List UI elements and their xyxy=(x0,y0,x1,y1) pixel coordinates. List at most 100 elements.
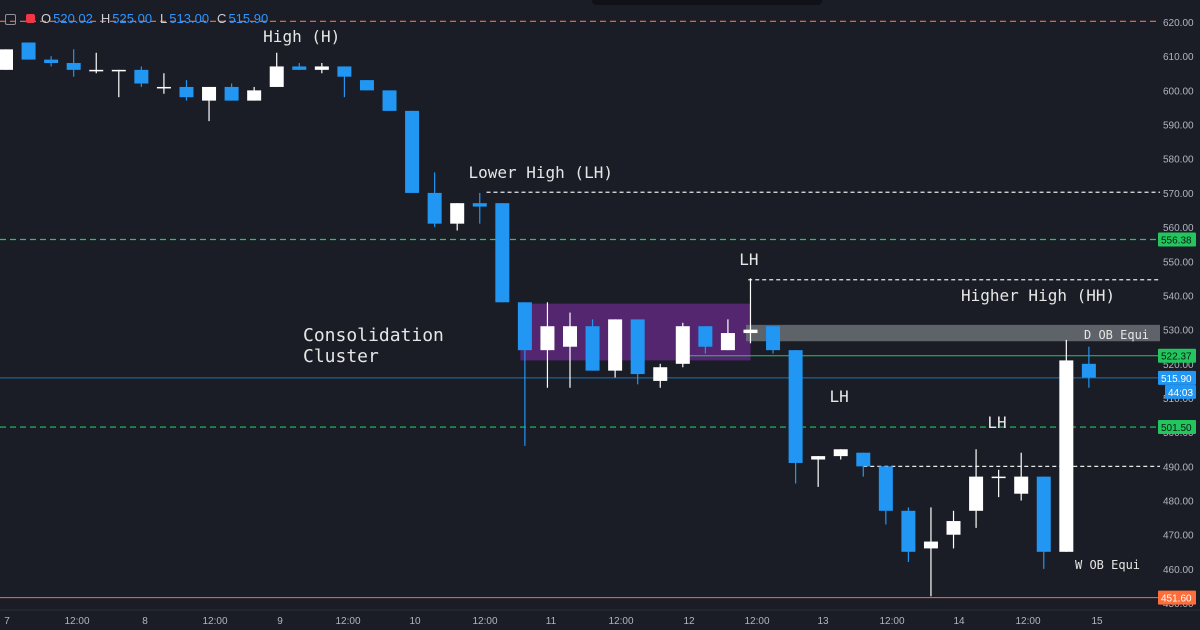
price-tick: 600.00 xyxy=(1163,86,1194,97)
candle-body[interactable] xyxy=(788,350,803,463)
candle-body[interactable] xyxy=(969,476,984,511)
candle-body[interactable] xyxy=(1036,476,1051,552)
candle-body[interactable] xyxy=(156,86,171,89)
time-tick: 12:00 xyxy=(472,616,497,627)
price-tick: 530.00 xyxy=(1163,326,1194,337)
candle-body[interactable] xyxy=(630,319,645,375)
candle-body[interactable] xyxy=(878,466,893,511)
candle-body[interactable] xyxy=(359,80,374,91)
candle-body[interactable] xyxy=(89,69,104,72)
price-tag-label: 515.90 xyxy=(1161,374,1192,385)
candle-body[interactable] xyxy=(856,452,871,467)
order-block-zone xyxy=(745,324,1160,342)
time-tick: 14 xyxy=(953,616,965,627)
time-tick: 15 xyxy=(1091,616,1103,627)
candle-body[interactable] xyxy=(1059,360,1074,552)
time-axis: 7 12:00 8 12:00 9 12:00 10 12:00 11 12:00 12 12:00 1… xyxy=(0,609,1200,627)
candle-body[interactable] xyxy=(675,326,690,364)
price-tick: 470.00 xyxy=(1163,531,1194,542)
candle-body[interactable] xyxy=(247,90,262,101)
candle-body[interactable] xyxy=(472,203,487,207)
price-tag-label: 501.50 xyxy=(1161,423,1192,434)
price-tag-bg xyxy=(1158,590,1196,605)
top-tab-handle[interactable] xyxy=(592,0,822,5)
price-tick: 460.00 xyxy=(1163,565,1194,576)
candle-body[interactable] xyxy=(382,90,397,111)
candle-body[interactable] xyxy=(134,69,149,84)
candle-body[interactable] xyxy=(224,86,239,101)
candle-body[interactable] xyxy=(405,110,420,193)
candle-body[interactable] xyxy=(698,326,713,347)
price-tag-bg xyxy=(1158,370,1196,385)
candle-body[interactable] xyxy=(563,326,577,347)
candle-body[interactable] xyxy=(450,203,465,224)
time-tick: 12:00 xyxy=(64,616,89,627)
candle-body[interactable] xyxy=(923,541,938,549)
candle-body[interactable] xyxy=(743,329,758,334)
candles-layer xyxy=(0,42,1096,597)
time-tick: 11 xyxy=(546,616,557,627)
candle-body[interactable] xyxy=(991,476,1006,479)
label-d-ob: D OB Equi xyxy=(1084,328,1149,342)
label-consolidation-2: Cluster xyxy=(303,346,379,367)
label-consolidation-1: Consolidation xyxy=(303,325,444,346)
price-tick: 480.00 xyxy=(1163,497,1194,508)
candle-body[interactable] xyxy=(901,510,916,552)
price-tag-label: 556.38 xyxy=(1161,235,1192,246)
candle-body[interactable] xyxy=(766,326,781,351)
label-lh-3: LH xyxy=(987,413,1006,432)
candle-body[interactable] xyxy=(111,69,126,72)
candle-body[interactable] xyxy=(202,86,217,101)
price-tag-bg xyxy=(1158,232,1196,247)
price-tick: 520.00 xyxy=(1163,360,1194,371)
candle-body[interactable] xyxy=(179,86,194,98)
price-tag-bg xyxy=(1158,348,1196,363)
time-tick: 9 xyxy=(277,616,283,627)
label-lh-2: LH xyxy=(829,387,848,406)
price-tick: 550.00 xyxy=(1163,257,1194,268)
price-tick: 620.00 xyxy=(1163,18,1194,29)
price-tag-label: 522.37 xyxy=(1161,352,1192,363)
candle-body[interactable] xyxy=(427,192,442,224)
candle-body[interactable] xyxy=(292,66,307,70)
time-tick: 12:00 xyxy=(879,616,904,627)
candle-body[interactable] xyxy=(269,66,284,87)
price-axis: 620.00 610.00 600.00 590.00 580.00 570.00 560.… xyxy=(1158,0,1200,610)
candle-body[interactable] xyxy=(540,326,555,351)
candle-body[interactable] xyxy=(1081,363,1096,378)
time-tick: 13 xyxy=(817,616,829,627)
time-tick: 12:00 xyxy=(335,616,360,627)
levels-layer xyxy=(0,20,1160,599)
candle-body[interactable] xyxy=(608,319,623,371)
candle-body[interactable] xyxy=(720,333,735,351)
candle-body[interactable] xyxy=(0,49,13,70)
candle-body[interactable] xyxy=(585,326,600,371)
symbol-toggle-icon[interactable] xyxy=(4,13,16,25)
candle-body[interactable] xyxy=(337,66,352,77)
price-tick: 540.00 xyxy=(1163,291,1194,302)
time-tick: 12:00 xyxy=(608,616,633,627)
price-tick: 610.00 xyxy=(1163,52,1194,63)
time-tick: 8 xyxy=(142,616,148,627)
candle-body[interactable] xyxy=(653,367,668,381)
candle-body[interactable] xyxy=(44,59,59,64)
candle-body[interactable] xyxy=(21,42,36,60)
candle-body[interactable] xyxy=(517,302,532,351)
label-lh-1: LH xyxy=(739,250,758,269)
low-value: 513.00 xyxy=(169,11,210,26)
labels-layer: High (H) Lower High (LH) LH LH LH Higher High… xyxy=(263,27,1149,572)
time-tick: 12:00 xyxy=(744,616,769,627)
candle-body[interactable] xyxy=(66,63,81,70)
time-tick: 7 xyxy=(4,616,10,627)
candle-body[interactable] xyxy=(314,66,329,70)
candle-body[interactable] xyxy=(811,456,826,460)
time-tick: 10 xyxy=(409,616,421,627)
countdown-tag-bg xyxy=(1165,384,1196,399)
candle-body[interactable] xyxy=(833,449,848,457)
candle-body[interactable] xyxy=(1014,476,1029,494)
candle-body[interactable] xyxy=(495,203,510,303)
candle-body[interactable] xyxy=(946,521,961,535)
price-tick: 570.00 xyxy=(1163,189,1194,200)
low-label: L xyxy=(160,11,168,26)
